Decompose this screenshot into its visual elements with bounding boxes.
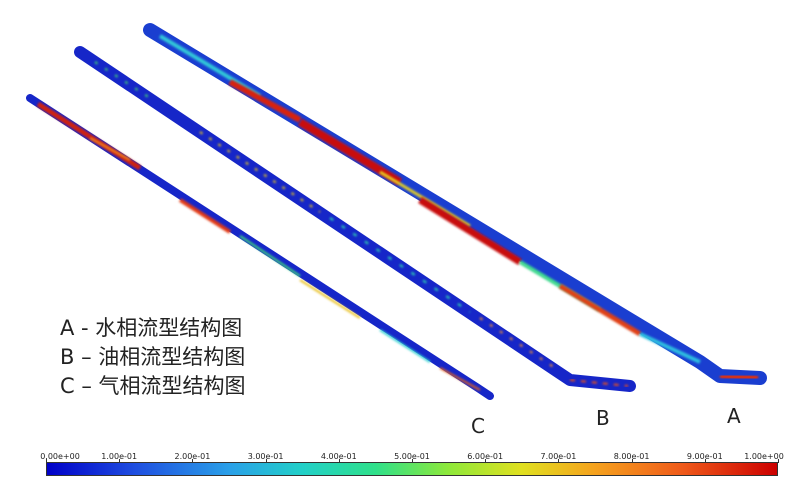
colorbar-tick-mark xyxy=(119,459,121,463)
colorbar-tick-label: 2.00e-01 xyxy=(174,452,211,461)
colorbar-tick-label: 0.00e+00 xyxy=(40,452,80,461)
colorbar-tick-label: 6.00e-01 xyxy=(467,452,504,461)
pipe-a-water-phase xyxy=(143,23,767,385)
colorbar-tick-mark xyxy=(265,459,267,463)
colorbar-tick-mark xyxy=(631,459,633,463)
legend-line-c: C – 气相流型结构图 xyxy=(60,374,246,398)
pipe-c-gas-phase xyxy=(26,94,494,400)
pipe-label-c: C xyxy=(471,414,485,438)
pipe-b-oil-phase xyxy=(74,46,636,392)
colorbar-tick-label: 1.00e+00 xyxy=(744,452,784,461)
colorbar-tick-mark xyxy=(412,459,413,463)
colorbar-tick-mark xyxy=(338,459,340,463)
pipe-label-a: A xyxy=(727,404,741,428)
colorbar-tick-label: 5.00e-01 xyxy=(394,452,430,461)
colorbar-tick-label: 4.00e-01 xyxy=(320,452,357,461)
colorbar-tick-mark xyxy=(558,459,560,463)
colorbar-tick-mark xyxy=(778,459,779,463)
colorbar-tick-mark xyxy=(192,459,194,463)
colorbar-tick-label: 8.00e-01 xyxy=(613,452,650,461)
colorbar-tick-label: 7.00e-01 xyxy=(540,452,577,461)
colorbar xyxy=(46,462,778,476)
colorbar-tick-label: 3.00e-01 xyxy=(247,452,284,461)
legend-line-a: A - 水相流型结构图 xyxy=(60,316,243,340)
colorbar-tick-label: 9.00e-01 xyxy=(686,452,723,461)
colorbar-tick-mark xyxy=(485,459,487,463)
legend-line-b: B – 油相流型结构图 xyxy=(60,345,246,369)
colorbar-tick-mark xyxy=(704,459,706,463)
colorbar-tick-mark xyxy=(46,459,47,463)
colorbar-tick-label: 1.00e-01 xyxy=(101,452,138,461)
pipe-label-b: B xyxy=(596,406,610,430)
